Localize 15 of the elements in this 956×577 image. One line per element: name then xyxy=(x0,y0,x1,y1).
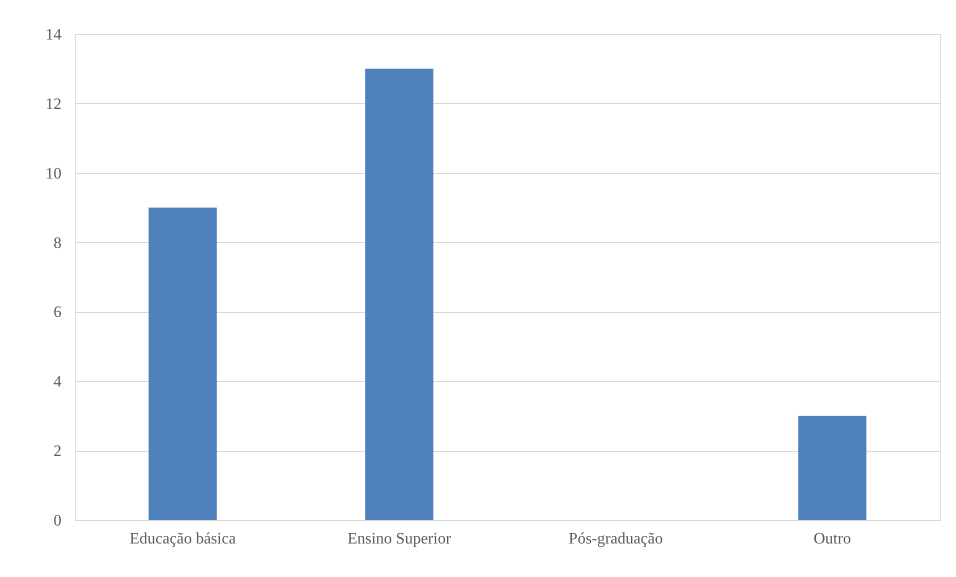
bar xyxy=(365,68,434,520)
y-tick-label: 12 xyxy=(46,96,62,113)
y-tick-label: 14 xyxy=(46,26,62,44)
x-tick-label: Outro xyxy=(814,530,851,548)
x-tick-label: Pós-graduação xyxy=(568,530,663,548)
y-tick-label: 0 xyxy=(54,512,62,530)
x-tick-label: Ensino Superior xyxy=(347,530,452,548)
y-tick-label: 4 xyxy=(54,374,62,391)
y-tick-label: 6 xyxy=(54,304,62,322)
bar xyxy=(798,416,866,520)
y-tick-label: 2 xyxy=(54,443,62,460)
x-tick-label: Educação básica xyxy=(130,530,236,548)
bar xyxy=(148,208,217,520)
y-tick-label: 8 xyxy=(54,234,62,252)
y-tick-label: 10 xyxy=(46,165,62,182)
